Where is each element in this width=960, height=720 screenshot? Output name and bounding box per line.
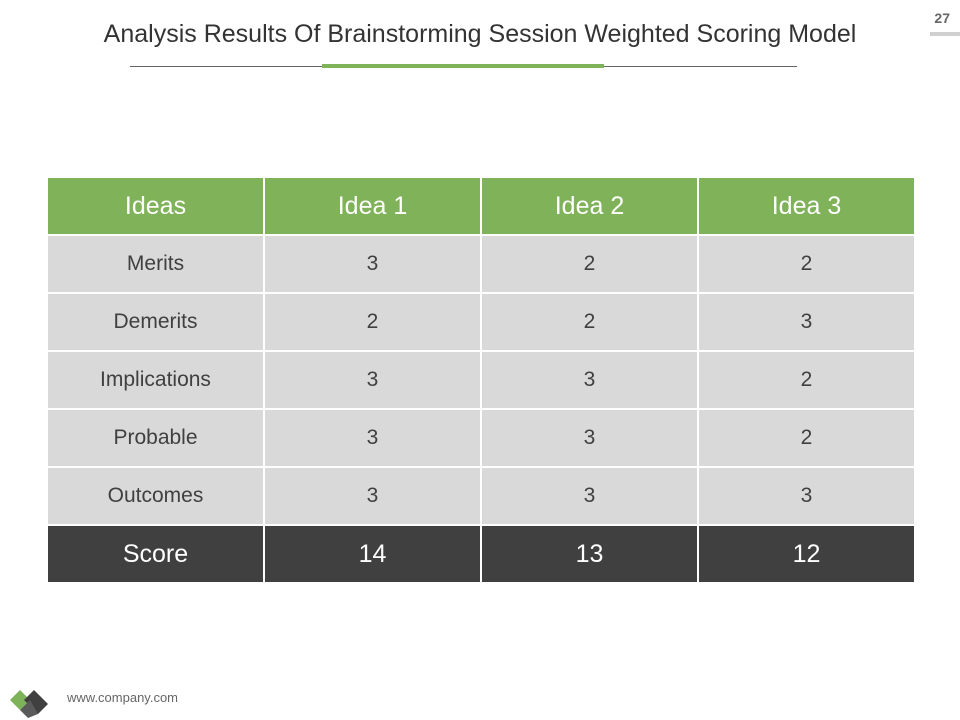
table-cell: 3 bbox=[263, 466, 482, 526]
footer-url: www.company.com bbox=[67, 690, 179, 705]
table-cell: 3 bbox=[480, 466, 699, 526]
table-cell: 2 bbox=[697, 234, 916, 294]
slide-title: Analysis Results Of Brainstorming Sessio… bbox=[103, 20, 857, 48]
title-rule-accent bbox=[322, 64, 604, 68]
scoring-table: Ideas Idea 1 Idea 2 Idea 3 Merits 3 2 2 Demerits… bbox=[46, 176, 916, 584]
table-cell: 2 bbox=[697, 408, 916, 468]
table-cell: Merits bbox=[46, 234, 265, 294]
table-cell: 3 bbox=[263, 234, 482, 294]
logo bbox=[10, 690, 48, 718]
table-cell: 2 bbox=[480, 234, 699, 294]
table-cell: 3 bbox=[697, 466, 916, 526]
table-row: Outcomes 3 3 3 bbox=[46, 466, 916, 526]
table-cell: 3 bbox=[263, 408, 482, 468]
table-cell: Idea 2 bbox=[480, 176, 699, 236]
table-cell: 14 bbox=[263, 524, 482, 584]
table-cell: 2 bbox=[697, 350, 916, 410]
table-row: Merits 3 2 2 bbox=[46, 234, 916, 294]
table-cell: Probable bbox=[46, 408, 265, 468]
table-cell: Ideas bbox=[46, 176, 265, 236]
table-cell: Demerits bbox=[46, 292, 265, 352]
score-row: Score 14 13 12 bbox=[46, 524, 916, 584]
table-cell: Score bbox=[46, 524, 265, 584]
page-number-bar bbox=[930, 32, 960, 36]
table-cell: 3 bbox=[697, 292, 916, 352]
page-number: 27 bbox=[934, 10, 950, 26]
table-cell: 3 bbox=[263, 350, 482, 410]
table-cell: 13 bbox=[480, 524, 699, 584]
table-cell: 3 bbox=[480, 408, 699, 468]
table-cell: 2 bbox=[263, 292, 482, 352]
table-cell: Idea 3 bbox=[697, 176, 916, 236]
table-cell: 3 bbox=[480, 350, 699, 410]
table-row: Implications 3 3 2 bbox=[46, 350, 916, 410]
header-row: Ideas Idea 1 Idea 2 Idea 3 bbox=[46, 176, 916, 236]
table-cell: 12 bbox=[697, 524, 916, 584]
table-cell: Implications bbox=[46, 350, 265, 410]
table-row: Probable 3 3 2 bbox=[46, 408, 916, 468]
table-cell: Idea 1 bbox=[263, 176, 482, 236]
table-cell: Outcomes bbox=[46, 466, 265, 526]
table-row: Demerits 2 2 3 bbox=[46, 292, 916, 352]
table-cell: 2 bbox=[480, 292, 699, 352]
